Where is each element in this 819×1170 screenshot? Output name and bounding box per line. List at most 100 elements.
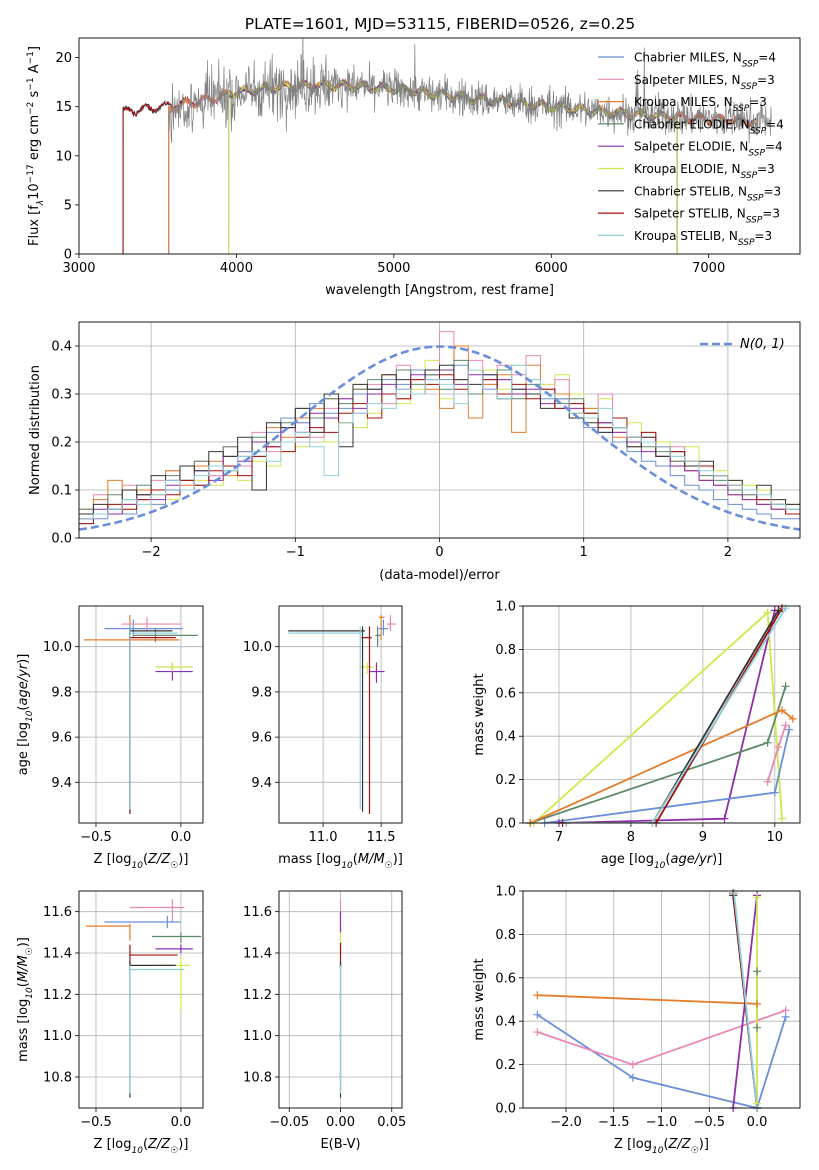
spectrum-data-line <box>168 38 772 144</box>
x-tick-label: 6000 <box>535 261 568 276</box>
weight-marker <box>785 725 794 734</box>
y-axis-label: Flux [fλ10−17 erg cm−2 s−1 A−1] <box>26 46 46 246</box>
y-tick-label: 0.4 <box>495 730 516 745</box>
x-tick-label: 10 <box>767 830 784 845</box>
x-tick-label: 0.0 <box>171 1115 192 1130</box>
spectrum-legend: Chabrier MILES, NSSP=4 Salpeter MILES, NS… <box>598 51 784 248</box>
x-tick-label: 9 <box>699 830 707 845</box>
weight-marker <box>753 967 762 976</box>
weight-line <box>566 607 787 823</box>
y-tick-label: 1.0 <box>495 885 516 900</box>
y-tick-label: 11.2 <box>243 988 272 1003</box>
y-tick-label: 20 <box>55 51 72 66</box>
y-tick-label: 9.8 <box>51 685 72 700</box>
y-tick-label: 11.4 <box>43 947 72 962</box>
x-tick-label: 4000 <box>220 261 253 276</box>
y-axis-label: mass [log10(M/M☉)] <box>16 937 35 1062</box>
y-axis-label: mass weight <box>472 958 487 1040</box>
x-tick-label: 2 <box>724 545 732 560</box>
histogram-step <box>79 364 800 520</box>
y-tick-label: 0.2 <box>495 1058 516 1073</box>
x-tick-label: −0.5 <box>693 1115 725 1130</box>
axes-frame <box>78 605 204 824</box>
axes-frame <box>522 605 801 824</box>
x-tick-label: −0.5 <box>80 830 112 845</box>
weight-line <box>558 610 776 823</box>
x-tick-label: 11.0 <box>309 830 338 845</box>
weight-marker <box>720 814 729 823</box>
x-axis-label: wavelength [Angstrom, rest frame] <box>325 283 554 298</box>
y-tick-label: 15 <box>55 100 72 115</box>
y-axis-label: age [log10(age/yr)] <box>16 654 35 776</box>
weight-line <box>566 609 780 823</box>
y-tick-label: 10.0 <box>43 640 72 655</box>
legend-label: Chabrier MILES, NSSP=4 <box>634 51 776 70</box>
y-tick-label: 0.0 <box>51 532 72 547</box>
weight-marker <box>533 1010 542 1019</box>
y-tick-label: 9.4 <box>51 776 72 791</box>
y-tick-label: 9.8 <box>251 685 272 700</box>
weight-line <box>537 994 758 1005</box>
x-axis-label: age [log10(age/yr)] <box>601 852 723 871</box>
panel-spectrum: 3000 4000 5000 6000 7000 0 5 10 15 20 Chabrier MIL… <box>26 37 801 298</box>
x-tick-label: 7000 <box>692 261 725 276</box>
weight-marker <box>781 1006 790 1015</box>
x-axis-label: (data-model)/error <box>379 568 500 583</box>
y-tick-label: 0.1 <box>51 484 72 499</box>
y-tick-label: 11.0 <box>243 1029 272 1044</box>
plot-area-mass_vs_Z <box>85 899 202 1098</box>
axes-frame <box>78 321 801 539</box>
y-tick-label: 11.2 <box>43 988 72 1003</box>
y-tick-label: 9.4 <box>251 776 272 791</box>
axes-frame <box>278 890 403 1109</box>
x-tick-label: 8 <box>627 830 635 845</box>
y-tick-label: 10.8 <box>43 1071 72 1086</box>
panel-residuals: −2 −1 0 1 2 0.0 0.1 0.2 0.3 0.4 N(0, 1) (data-model… <box>28 321 801 583</box>
weight-line <box>562 607 783 823</box>
weight-marker <box>778 814 787 823</box>
weight-line <box>733 893 758 1108</box>
legend-label: N(0, 1) <box>740 337 785 352</box>
weight-line <box>533 610 783 823</box>
y-tick-label: 0.2 <box>51 436 72 451</box>
y-tick-label: 9.6 <box>251 731 272 746</box>
y-tick-label: 10 <box>55 149 72 164</box>
x-tick-label: 0.0 <box>171 830 192 845</box>
legend-label: Kroupa STELIB, NSSP=3 <box>634 229 772 248</box>
weight-marker <box>533 991 542 1000</box>
weight-marker <box>628 1073 637 1082</box>
legend-label: Chabrier ELODIE, NSSP=4 <box>634 117 784 136</box>
y-tick-label: 0.0 <box>495 1102 516 1117</box>
x-tick-label: 11.5 <box>367 830 396 845</box>
panel-weight_vs_Z: −2.0 −1.5 −1.0 −0.5 0.0 0.0 0.2 0.4 0.6 0.8 1.0 Z [… <box>472 885 801 1156</box>
weight-marker <box>781 721 790 730</box>
y-tick-label: 0.4 <box>495 1015 516 1030</box>
x-tick-label: 5000 <box>377 261 410 276</box>
axes-frame <box>522 890 801 1109</box>
weight-marker <box>778 706 787 715</box>
weight-marker <box>533 1028 542 1037</box>
panel-mass_vs_Z: −0.5 0.0 10.8 11.0 11.2 11.4 11.6 Z [log10(Z/Z☉… <box>16 890 204 1156</box>
y-tick-label: 0.0 <box>495 817 516 832</box>
weight-marker <box>753 1023 762 1032</box>
x-tick-label: −2.0 <box>550 1115 582 1130</box>
x-tick-label: −2 <box>142 545 161 560</box>
y-tick-label: 11.4 <box>243 947 272 962</box>
y-tick-label: 1.0 <box>495 600 516 615</box>
weight-marker <box>774 606 783 615</box>
weight-marker <box>753 999 762 1008</box>
y-tick-label: 0 <box>64 248 72 263</box>
legend-label: Salpeter MILES, NSSP=3 <box>634 73 775 92</box>
figure-title: PLATE=1601, MJD=53115, FIBERID=0526, z=0… <box>245 15 635 33</box>
y-tick-label: 0.6 <box>495 686 516 701</box>
legend-label: Chabrier STELIB, NSSP=3 <box>634 184 781 203</box>
y-axis-label: mass weight <box>472 673 487 755</box>
plot-area-spectrum <box>122 38 772 254</box>
panel-age_vs_Z: −0.5 0.0 9.4 9.6 9.8 10.0 Z [log10(Z/Z☉)] age [… <box>16 605 204 871</box>
y-tick-label: 0.8 <box>495 928 516 943</box>
x-tick-label: 0.05 <box>377 1115 406 1130</box>
residual-legend: N(0, 1) <box>700 337 785 352</box>
y-tick-label: 10.0 <box>243 640 272 655</box>
weight-marker <box>628 1060 637 1069</box>
panel-mass_vs_EBV: −0.05 0.00 0.05 10.8 11.0 11.2 11.4 11.6 E(B-V) <box>243 890 406 1152</box>
